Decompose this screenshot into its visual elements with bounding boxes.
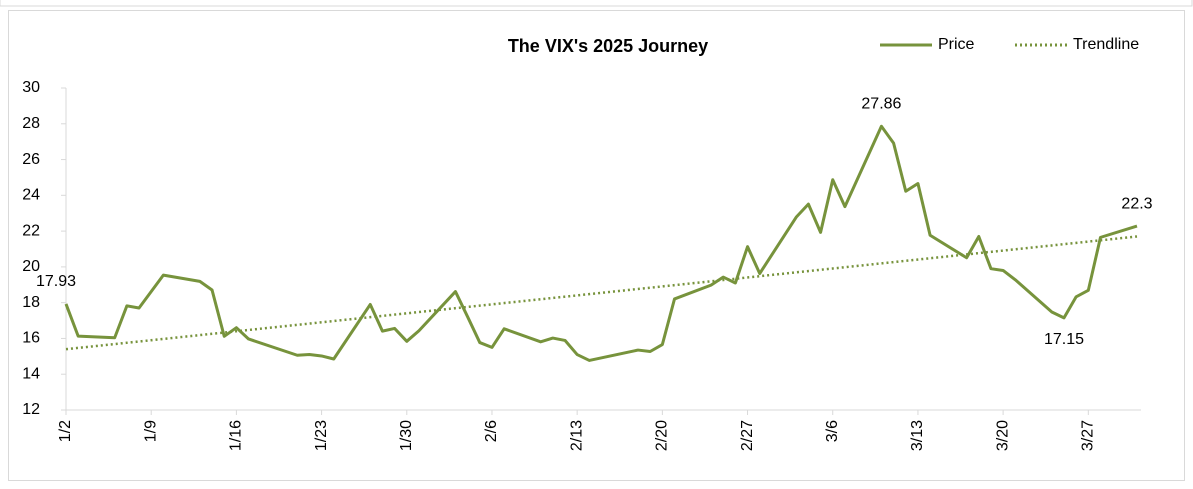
x-tick-label: 2/20	[654, 420, 671, 451]
y-tick-label: 20	[22, 258, 40, 275]
y-tick-label: 24	[22, 187, 40, 204]
y-tick-label: 22	[22, 222, 40, 239]
data-label: 22.3	[1121, 195, 1152, 212]
line-series	[64, 124, 1138, 362]
chart-title: The VIX's 2025 Journey	[508, 36, 708, 56]
x-tick-label: 1/9	[142, 420, 159, 442]
x-tick-label: 1/23	[313, 420, 330, 451]
x-tick-label: 2/27	[739, 420, 756, 451]
y-tick-label: 28	[22, 115, 40, 132]
y-tick-label: 26	[22, 151, 40, 168]
legend-label: Trendline	[1073, 36, 1139, 53]
y-tick-label: 14	[22, 365, 40, 382]
x-tick-label: 1/30	[398, 420, 415, 451]
y-tick-label: 12	[22, 401, 40, 418]
y-tick-label: 16	[22, 330, 40, 347]
data-label: 17.93	[36, 273, 76, 290]
legend-label: Price	[938, 36, 975, 53]
x-tick-label: 1/2	[57, 420, 74, 442]
x-tick-label: 2/13	[568, 420, 585, 451]
data-label: 17.15	[1044, 331, 1084, 348]
chart-frame	[8, 10, 1185, 481]
x-tick-label: 2/6	[483, 420, 500, 442]
x-tick-label: 3/27	[1080, 420, 1097, 451]
x-tick-label: 1/16	[228, 420, 245, 451]
x-tick-label: 3/20	[994, 420, 1011, 451]
top-strip	[0, 0, 1193, 7]
x-tick-label: 3/6	[824, 420, 841, 442]
x-tick-label: 3/13	[909, 420, 926, 451]
data-label: 27.86	[861, 96, 901, 113]
y-tick-label: 30	[22, 79, 40, 96]
y-tick-label: 18	[22, 294, 40, 311]
